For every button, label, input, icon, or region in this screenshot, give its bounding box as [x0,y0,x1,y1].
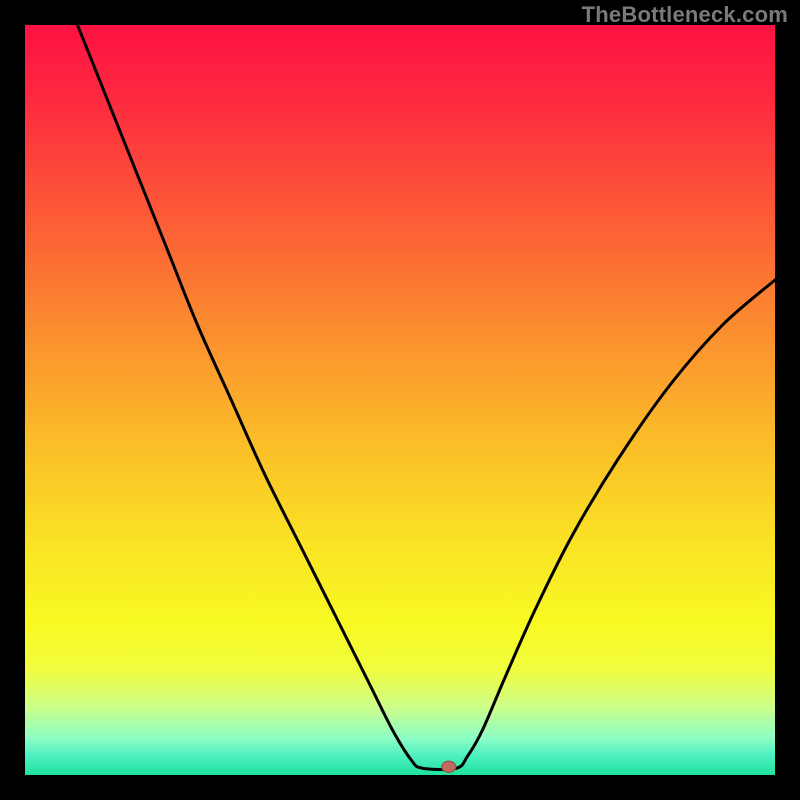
outer-frame: TheBottleneck.com [0,0,800,800]
optimum-marker [442,761,456,772]
bottleneck-chart [0,0,800,800]
plot-background [25,25,775,775]
